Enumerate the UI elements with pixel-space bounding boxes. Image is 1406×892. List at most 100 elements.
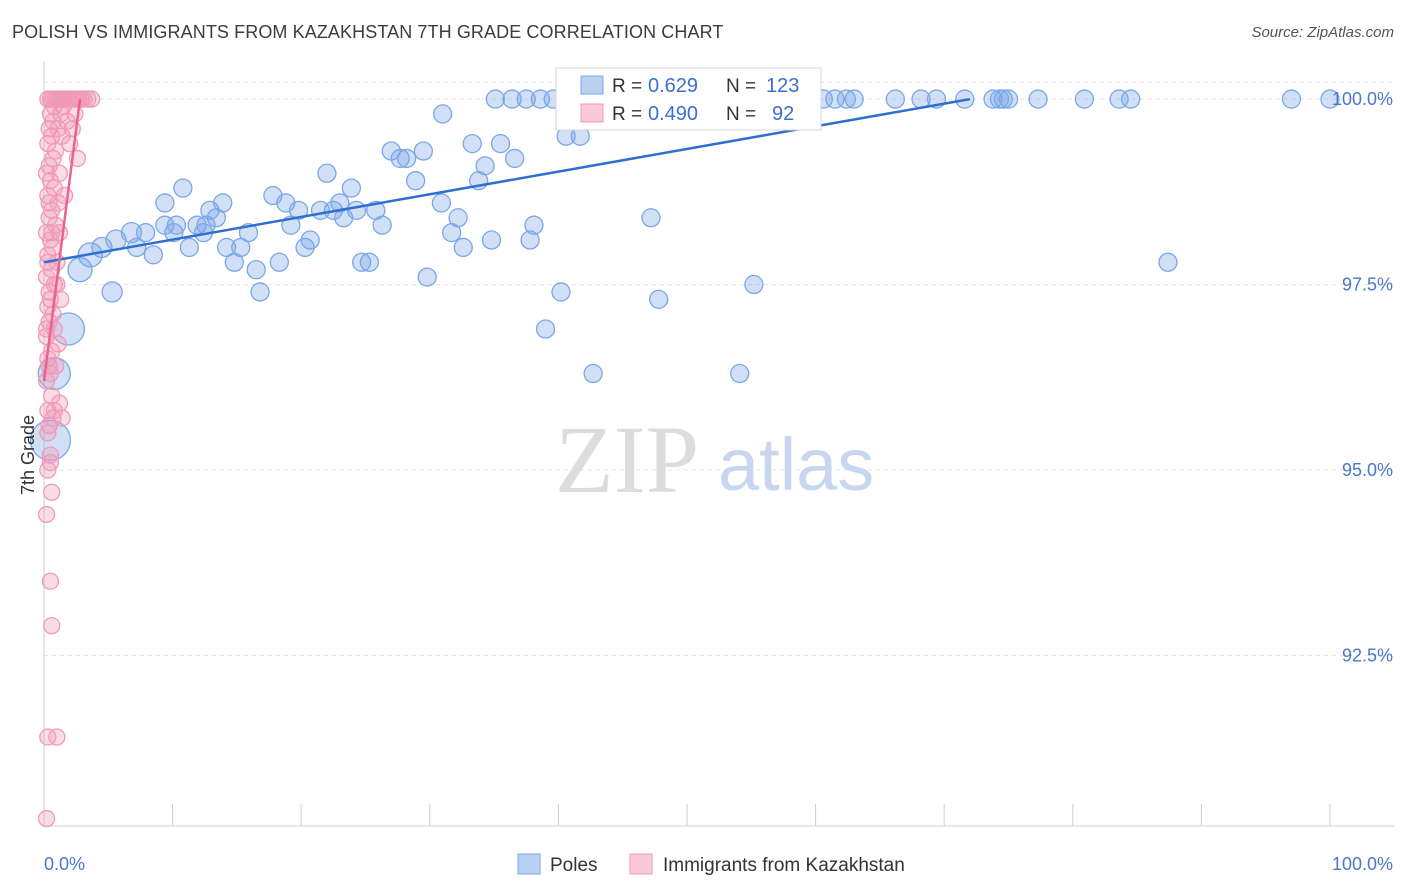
data-point	[41, 572, 60, 590]
stats-n-label-1: N =	[726, 76, 756, 97]
x-tick-label-0: 0.0%	[44, 854, 85, 874]
data-point	[43, 387, 61, 405]
stats-r-value-poles: 0.629	[648, 75, 698, 97]
stats-n-label-2: N =	[726, 104, 756, 125]
y-tick-label-1: 95.0%	[1342, 460, 1393, 480]
data-point	[66, 105, 84, 123]
data-point	[1028, 89, 1048, 109]
data-point	[535, 319, 556, 339]
data-point	[288, 200, 309, 220]
data-point	[490, 133, 511, 154]
data-point	[406, 171, 426, 191]
data-point	[448, 208, 468, 228]
data-point	[417, 267, 437, 287]
stats-swatch-kazakhstan	[580, 103, 604, 123]
series-poles	[29, 89, 1340, 461]
data-point	[41, 453, 60, 472]
data-point	[55, 186, 74, 205]
data-point	[50, 223, 69, 242]
data-point	[43, 617, 61, 635]
data-point	[431, 193, 452, 213]
data-point	[836, 89, 857, 109]
data-point	[173, 178, 193, 198]
data-point	[37, 809, 56, 828]
data-point	[213, 193, 233, 213]
data-point	[390, 148, 410, 169]
data-point	[143, 245, 163, 265]
watermark-zip: ZIP	[555, 406, 699, 513]
data-point	[82, 90, 101, 108]
data-point	[40, 194, 58, 212]
stats-r-value-kazakhstan: 0.490	[648, 103, 698, 125]
data-point	[39, 728, 57, 746]
data-point	[744, 274, 764, 295]
axes	[43, 62, 1394, 827]
data-point	[37, 164, 56, 182]
data-point	[372, 215, 392, 235]
data-point	[101, 281, 123, 303]
stats-n-value-poles: 123	[766, 75, 799, 97]
data-point	[67, 257, 93, 283]
stats-r-label-1: R =	[612, 76, 642, 97]
data-point	[453, 237, 473, 258]
data-point	[885, 89, 905, 109]
y-axis-label: 7th Grade	[18, 415, 38, 495]
watermark: ZIP atlas	[555, 406, 874, 513]
data-point	[520, 230, 540, 250]
legend: Poles Immigrants from Kazakhstan	[517, 853, 905, 876]
y-tick-label-0: 92.5%	[1342, 645, 1393, 665]
data-point	[505, 148, 525, 169]
watermark-atlas: atlas	[718, 423, 874, 506]
data-point	[516, 89, 536, 109]
data-point	[250, 282, 270, 302]
data-point	[641, 208, 661, 228]
data-point	[164, 222, 184, 243]
data-point	[231, 237, 251, 258]
data-point	[135, 222, 156, 243]
stats-box: R = 0.629 N = 123 R = 0.490 N = 92	[555, 67, 822, 131]
data-point	[485, 89, 506, 109]
stats-n-value-kazakhstan: 92	[772, 103, 794, 125]
data-point	[300, 230, 320, 250]
data-point	[1281, 89, 1302, 109]
legend-label-kazakhstan: Immigrants from Kazakhstan	[663, 855, 905, 876]
data-point	[998, 89, 1019, 109]
chart-title: POLISH VS IMMIGRANTS FROM KAZAKHSTAN 7TH…	[12, 22, 724, 42]
data-point	[1121, 89, 1141, 109]
legend-swatch-poles	[517, 853, 541, 875]
data-point	[351, 252, 372, 272]
data-point	[43, 483, 61, 501]
data-point	[502, 89, 522, 109]
data-point	[433, 104, 453, 124]
data-point	[1320, 89, 1340, 109]
data-point	[40, 357, 58, 375]
data-point	[216, 237, 237, 258]
data-point	[730, 363, 750, 384]
data-point	[551, 282, 571, 302]
stats-r-label-2: R =	[612, 104, 642, 125]
data-point	[269, 252, 289, 272]
x-tick-label-1: 100.0%	[1332, 854, 1393, 874]
data-point	[120, 221, 143, 244]
tick-labels: 92.5% 95.0% 97.5% 100.0% 0.0% 100.0%	[44, 89, 1393, 874]
data-point	[37, 505, 56, 524]
data-point	[524, 215, 544, 235]
series-kazakhstan	[37, 90, 101, 828]
data-point	[413, 141, 434, 161]
data-point	[481, 230, 502, 250]
data-point	[1074, 89, 1095, 109]
data-point	[246, 260, 266, 280]
legend-swatch-kazakhstan	[629, 853, 653, 875]
data-point	[341, 178, 362, 198]
data-point	[155, 193, 175, 213]
grid	[44, 81, 1394, 656]
data-point	[166, 215, 187, 235]
data-point	[359, 252, 380, 272]
data-point	[330, 193, 350, 213]
source-label: Source: ZipAtlas.com	[1251, 24, 1394, 41]
data-point	[48, 728, 66, 746]
data-point	[1158, 252, 1178, 272]
data-point	[993, 89, 1014, 109]
data-point	[983, 89, 1003, 109]
